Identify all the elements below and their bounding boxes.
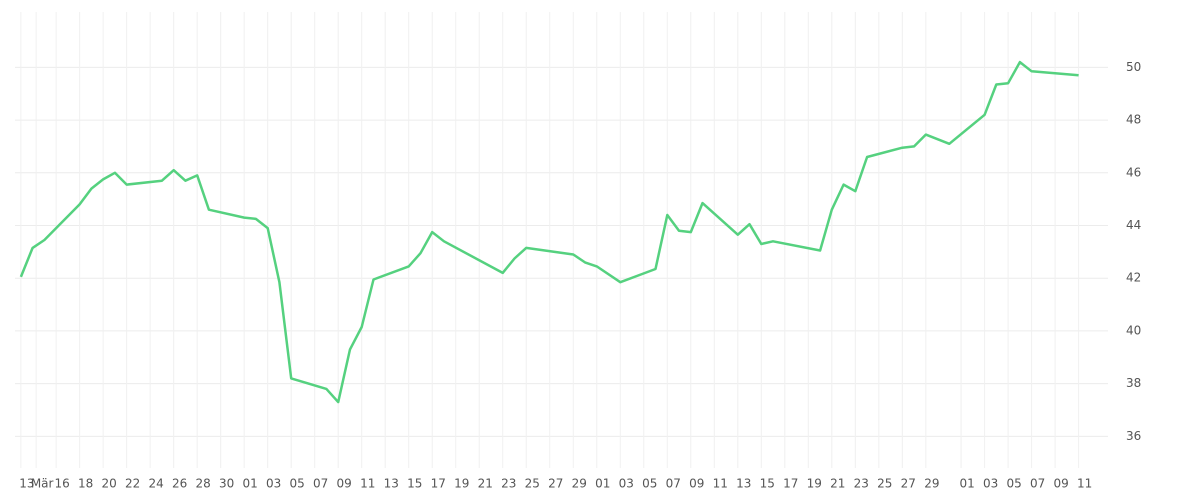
x-tick-label: 15 bbox=[407, 477, 422, 491]
x-tick-label: 16 bbox=[54, 477, 69, 491]
x-tick-label: 09 bbox=[1053, 477, 1068, 491]
x-tick-label: 23 bbox=[854, 477, 869, 491]
x-tick-label: 18 bbox=[78, 477, 93, 491]
x-tick-label: 20 bbox=[102, 477, 117, 491]
x-tick-label: 15 bbox=[760, 477, 775, 491]
x-tick-label: 07 bbox=[313, 477, 328, 491]
x-tick-label: 17 bbox=[783, 477, 798, 491]
x-tick-label: 11 bbox=[713, 477, 728, 491]
x-tick-label: 09 bbox=[337, 477, 352, 491]
x-tick-label: 21 bbox=[478, 477, 493, 491]
x-tick-label: 09 bbox=[689, 477, 704, 491]
x-tick-label: 03 bbox=[983, 477, 998, 491]
x-tick-label: 23 bbox=[501, 477, 516, 491]
y-tick-label: 40 bbox=[1126, 323, 1141, 337]
x-tick-label: 11 bbox=[1077, 477, 1092, 491]
x-tick-label: 13 bbox=[19, 477, 34, 491]
x-tick-label: 01 bbox=[959, 477, 974, 491]
x-tick-label: 05 bbox=[290, 477, 305, 491]
x-tick-label: 13 bbox=[384, 477, 399, 491]
x-tick-label: 07 bbox=[666, 477, 681, 491]
x-tick-label: 05 bbox=[1006, 477, 1021, 491]
x-tick-label: 13 bbox=[736, 477, 751, 491]
x-tick-label: 19 bbox=[454, 477, 469, 491]
y-tick-label: 38 bbox=[1126, 376, 1141, 390]
x-tick-label: 26 bbox=[172, 477, 187, 491]
x-tick-label: Mär bbox=[31, 477, 54, 491]
x-tick-label: 11 bbox=[360, 477, 375, 491]
y-tick-label: 46 bbox=[1126, 165, 1141, 179]
line bbox=[19, 60, 1079, 404]
y-tick-label: 36 bbox=[1126, 429, 1141, 443]
x-tick-label: 01 bbox=[243, 477, 258, 491]
x-tick-label: 03 bbox=[266, 477, 281, 491]
x-tick-label: 21 bbox=[830, 477, 845, 491]
x-tick-label: 25 bbox=[877, 477, 892, 491]
x-tick-label: 29 bbox=[572, 477, 587, 491]
x-tick-label: 28 bbox=[196, 477, 211, 491]
x-tick-label: 07 bbox=[1030, 477, 1045, 491]
x-tick-label: 22 bbox=[125, 477, 140, 491]
x-tick-label: 27 bbox=[548, 477, 563, 491]
x-tick-label: 24 bbox=[149, 477, 164, 491]
x-tick-label: 19 bbox=[807, 477, 822, 491]
x-tick-label: 05 bbox=[642, 477, 657, 491]
x-tick-label: 25 bbox=[525, 477, 540, 491]
x-tick-label: 27 bbox=[901, 477, 916, 491]
x-tick-label: 03 bbox=[619, 477, 634, 491]
x-tick-label: 29 bbox=[924, 477, 939, 491]
y-tick-label: 50 bbox=[1126, 60, 1141, 74]
x-tick-label: 17 bbox=[431, 477, 446, 491]
x-tick-label: 30 bbox=[219, 477, 234, 491]
x-tick-label: 01 bbox=[595, 477, 610, 491]
y-tick-label: 44 bbox=[1126, 218, 1141, 232]
y-tick-label: 48 bbox=[1126, 113, 1141, 127]
y-tick-label: 42 bbox=[1126, 271, 1141, 285]
